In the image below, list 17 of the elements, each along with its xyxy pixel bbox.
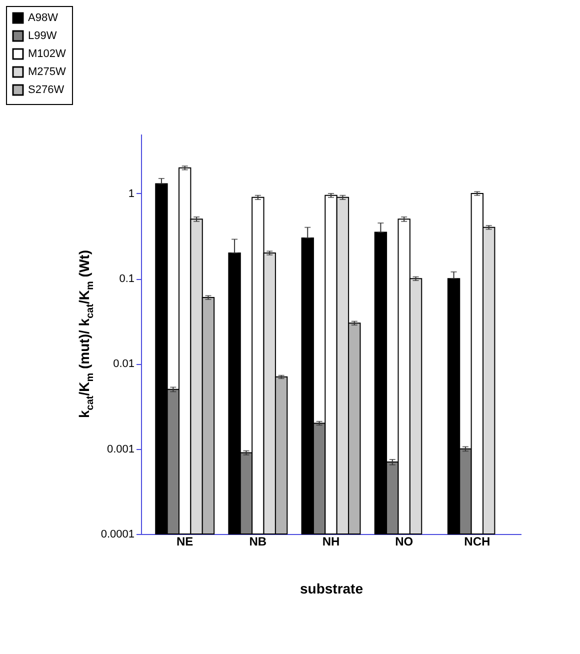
x-tick-label: NB xyxy=(249,534,267,548)
x-tick-label: NO xyxy=(395,534,414,548)
y-tick-label: 0.01 xyxy=(113,358,134,370)
y-tick-label: 0.001 xyxy=(106,443,134,456)
x-tick-label: NH xyxy=(322,534,340,548)
x-tick-label: NE xyxy=(176,534,194,548)
legend-label: S276W xyxy=(28,84,65,96)
y-tick-label: 0.0001 xyxy=(100,528,134,540)
y-tick-label: 0.1 xyxy=(119,273,134,286)
y-tick-label: 1 xyxy=(128,188,134,200)
legend-label: A98W xyxy=(28,12,59,24)
x-tick-label: NCH xyxy=(464,534,490,548)
text: kcat/Km (mut)/ kcat/Km (Wt) xyxy=(76,250,96,418)
legend-label: M275W xyxy=(28,66,67,78)
x-axis-title: substrate xyxy=(300,580,364,596)
legend-label: M102W xyxy=(28,48,67,60)
legend-label: L99W xyxy=(28,30,58,42)
